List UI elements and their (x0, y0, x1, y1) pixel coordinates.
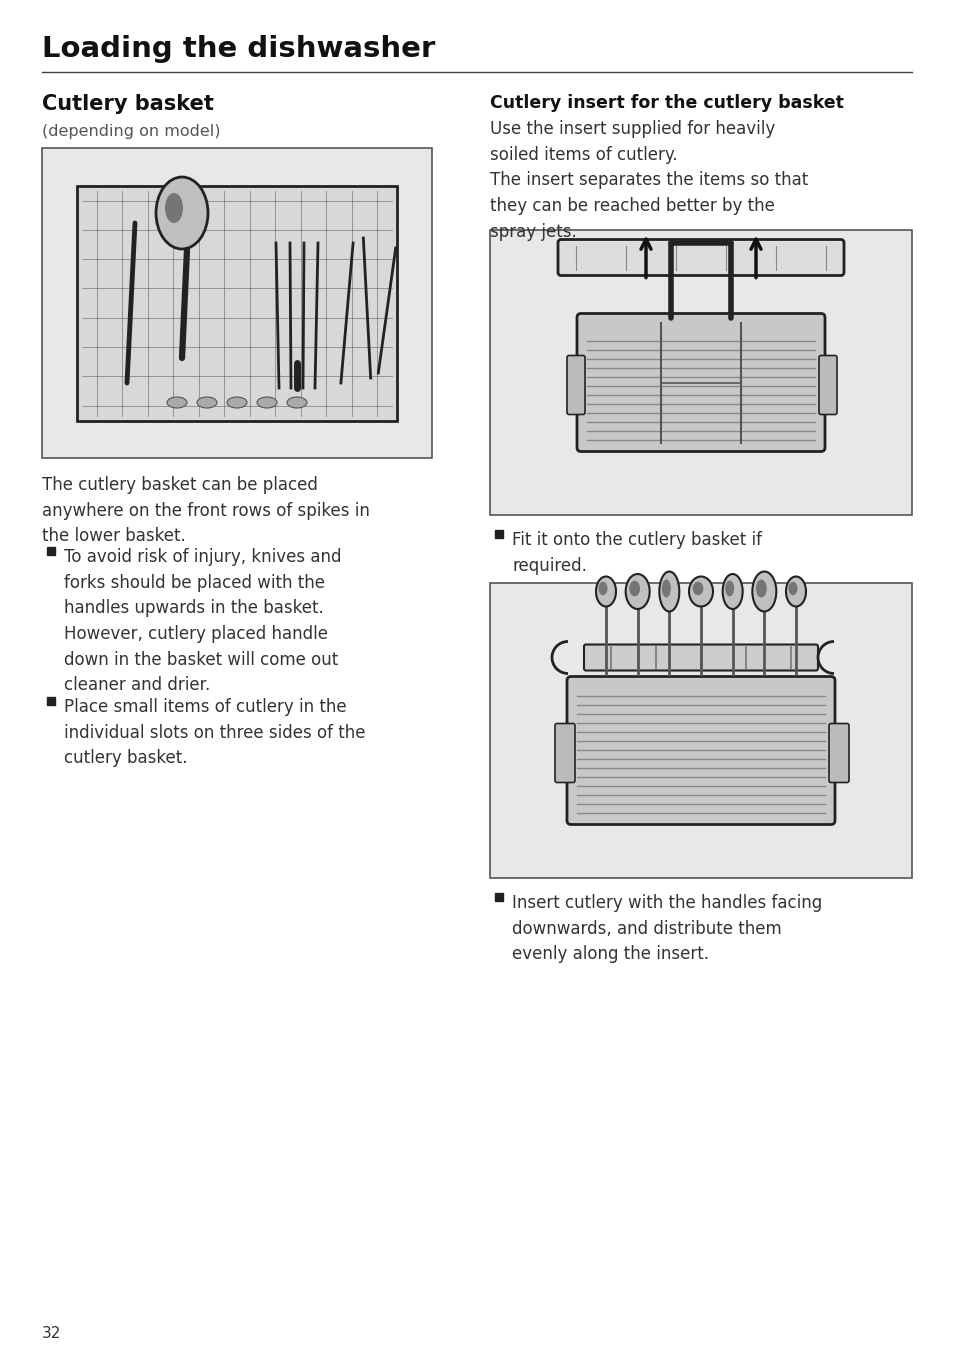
Ellipse shape (629, 580, 639, 596)
Bar (47, 548, 55, 556)
Ellipse shape (688, 576, 712, 607)
Ellipse shape (724, 580, 734, 596)
Text: Cutlery basket: Cutlery basket (42, 95, 213, 114)
Text: Fit it onto the cutlery basket if
required.: Fit it onto the cutlery basket if requir… (512, 531, 761, 575)
Bar (490, 230, 911, 515)
Bar (495, 894, 502, 900)
Text: Place small items of cutlery in the
individual slots on three sides of the
cutle: Place small items of cutlery in the indi… (64, 698, 365, 768)
Text: (depending on model): (depending on model) (42, 124, 220, 139)
Ellipse shape (788, 581, 797, 595)
Ellipse shape (661, 580, 670, 598)
Text: Use the insert supplied for heavily
soiled items of cutlery.
The insert separate: Use the insert supplied for heavily soil… (490, 120, 807, 241)
Ellipse shape (598, 581, 607, 595)
Ellipse shape (659, 572, 679, 611)
Bar (495, 530, 502, 538)
Text: To avoid risk of injury, knives and
forks should be placed with the
handles upwa: To avoid risk of injury, knives and fork… (64, 548, 341, 695)
FancyBboxPatch shape (558, 239, 843, 276)
Ellipse shape (785, 576, 805, 607)
Ellipse shape (167, 397, 187, 408)
FancyBboxPatch shape (818, 356, 836, 415)
Bar (47, 698, 55, 704)
FancyBboxPatch shape (577, 314, 824, 452)
Ellipse shape (755, 580, 766, 598)
Ellipse shape (227, 397, 247, 408)
Text: 32: 32 (42, 1326, 61, 1341)
Ellipse shape (625, 575, 649, 608)
FancyBboxPatch shape (566, 676, 834, 825)
Ellipse shape (165, 193, 183, 223)
Ellipse shape (156, 177, 208, 249)
FancyBboxPatch shape (566, 356, 584, 415)
Ellipse shape (596, 576, 616, 607)
Text: Cutlery insert for the cutlery basket: Cutlery insert for the cutlery basket (490, 95, 843, 112)
Ellipse shape (256, 397, 276, 408)
Text: The cutlery basket can be placed
anywhere on the front rows of spikes in
the low: The cutlery basket can be placed anywher… (42, 476, 370, 545)
Bar (490, 583, 911, 877)
Ellipse shape (722, 575, 741, 608)
FancyBboxPatch shape (583, 645, 817, 671)
FancyBboxPatch shape (77, 185, 396, 420)
FancyBboxPatch shape (828, 723, 848, 783)
Bar (42, 147, 432, 458)
Text: Loading the dishwasher: Loading the dishwasher (42, 35, 435, 64)
Ellipse shape (287, 397, 307, 408)
Text: Insert cutlery with the handles facing
downwards, and distribute them
evenly alo: Insert cutlery with the handles facing d… (512, 894, 821, 964)
Ellipse shape (196, 397, 216, 408)
FancyBboxPatch shape (555, 723, 575, 783)
Ellipse shape (692, 581, 702, 595)
Ellipse shape (752, 572, 776, 611)
